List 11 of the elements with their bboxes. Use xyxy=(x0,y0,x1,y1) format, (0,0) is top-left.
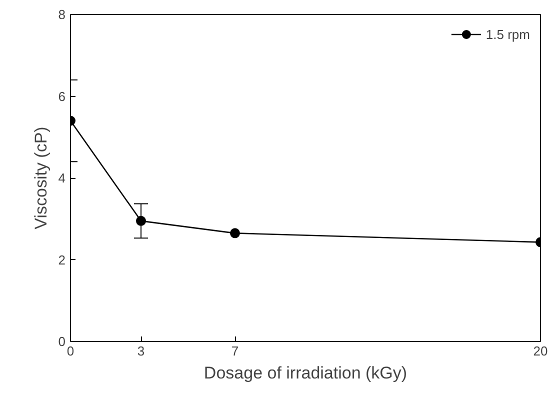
x-tick-label: 7 xyxy=(231,344,239,358)
x-tick-label: 3 xyxy=(137,344,145,358)
x-tick-label: 20 xyxy=(533,344,548,358)
legend-label: 1.5 rpm xyxy=(486,26,530,42)
y-axis-title: Viscosity (cP) xyxy=(31,126,50,230)
x-axis-title: Dosage of irradiation (kGy) xyxy=(204,364,408,382)
y-tick-label: 6 xyxy=(58,88,66,104)
y-tick-label: 0 xyxy=(58,334,66,349)
y-tick-label: 2 xyxy=(58,252,66,268)
y-tick-label: 4 xyxy=(58,170,66,186)
y-tick-label: 8 xyxy=(58,7,66,22)
